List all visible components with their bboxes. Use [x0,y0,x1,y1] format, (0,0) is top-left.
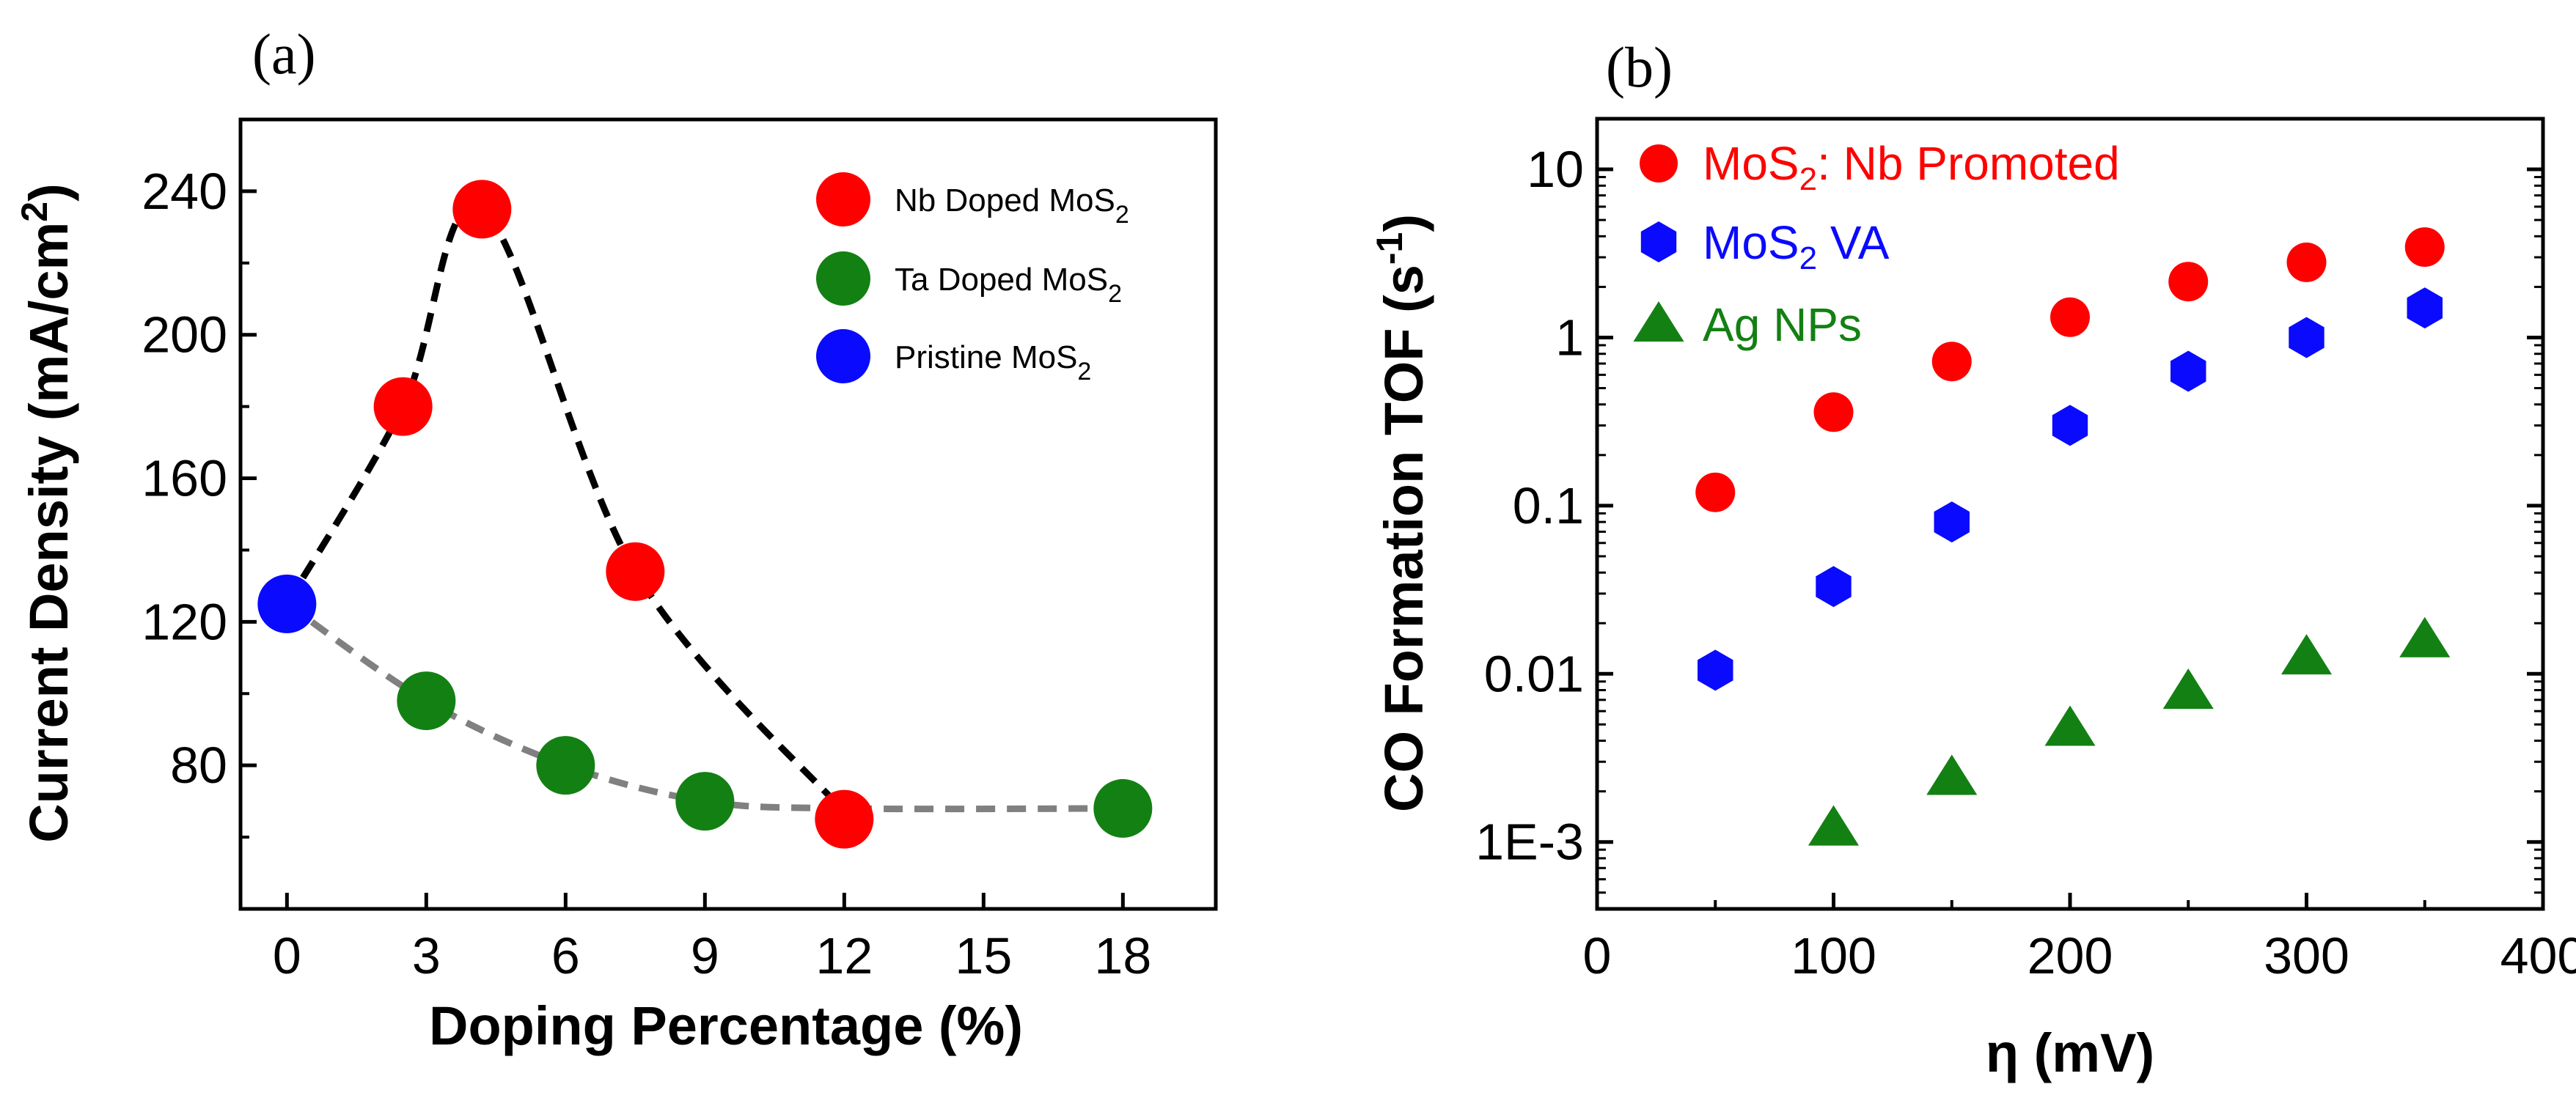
panel-a-x-axis-title: Doping Percentage (%) [429,995,1023,1056]
legend-label-nb-doped: Nb Doped MoS [895,183,1115,218]
point-mos-va [1934,501,1970,543]
legend-sub-mos2-va: 2 [1799,240,1817,276]
point-mos-nb-promoted [1813,392,1854,432]
point-ta-doped-mos [1093,778,1153,838]
point-ta-doped-mos [536,736,595,795]
point-ag-nps [1926,754,1978,795]
legend-label-mos2-va: MoS [1703,216,1799,269]
legend-label-ta-doped: Ta Doped MoS [895,262,1108,298]
point-mos-nb-promoted [1931,342,1972,382]
panel-a-y-tick-label: 80 [170,737,227,794]
legend-marker-ag-nps [1633,301,1684,342]
panel-a-legend: Nb Doped MoS2 Ta Doped MoS2 Pristine MoS… [816,172,1129,386]
panel-a: (a) 0 3 6 9 12 15 18 80 120 160 200 240 Nb Doped Mo… [14,22,1218,1056]
panel-a-label: (a) [252,22,316,86]
point-ta-doped-mos [397,671,456,731]
panel-b-legend: MoS2: Nb Promoted MoS2 VA Ag NPs [1633,137,2120,351]
panel-a-plot-frame [238,117,1218,911]
point-ag-nps [2162,668,2214,710]
point-nb-doped-mos [815,789,874,849]
legend-marker-nb-promoted [1640,144,1678,183]
point-mos-nb-promoted [1695,472,1736,512]
panel-b-y-tick-label: 10 [1527,141,1584,198]
panel-a-x-tick-label: 18 [1094,927,1151,984]
legend-sub-nb-promoted: 2 [1799,161,1817,197]
legend-entry-nb-promoted: MoS2: Nb Promoted [1640,137,2120,197]
panel-b-x-tick-label: 200 [2028,927,2113,984]
panel-b-y-tick-label: 0.01 [1484,645,1584,702]
panel-b-x-axis-title: η (mV) [1986,1023,2154,1083]
panel-a-y-axis-title: Current Density (mA/cm2) [14,183,79,843]
legend-end-nb-promoted: : Nb Promoted [1817,137,2120,190]
panel-b-data-points [1695,227,2451,846]
point-mos-va [2407,287,2443,329]
svg-text:MoS2 VA: MoS2 VA [1703,216,1890,276]
svg-text:Ta Doped MoS2: Ta Doped MoS2 [895,262,1122,308]
point-ag-nps [2399,616,2451,657]
point-mos-va [1816,566,1852,608]
svg-text:MoS2: Nb Promoted: MoS2: Nb Promoted [1703,137,2120,197]
panel-a-nb-guide-line [284,202,847,814]
panel-b-x-tick-label: 400 [2500,927,2576,984]
point-mos-va [2289,317,2324,358]
point-ag-nps [1808,805,1860,846]
panel-a-x-tick-label: 12 [815,927,873,984]
legend-marker-ta-doped [816,251,870,306]
point-nb-doped-mos [606,542,665,601]
panel-b-y-tick-label: 1E-3 [1475,814,1584,871]
legend-label-pristine: Pristine MoS [895,339,1077,375]
panel-a-y-tick-label: 160 [142,450,227,507]
point-mos-nb-promoted [2168,262,2209,302]
legend-entry-nb-doped: Nb Doped MoS2 [816,172,1129,229]
panel-a-axis-ticks: 0 3 6 9 12 15 18 80 120 160 200 240 [142,118,1151,984]
point-mos-nb-promoted [2286,242,2327,282]
point-nb-doped-mos [373,377,433,436]
panel-a-x-tick-label: 3 [412,927,441,984]
legend-marker-mos2-va [1640,221,1677,262]
panel-a-x-tick-label: 9 [691,927,719,984]
point-pristine-mos [257,574,317,633]
legend-sub-pristine: 2 [1077,358,1091,386]
point-mos-nb-promoted [2404,227,2445,268]
panel-a-x-tick-label: 15 [955,927,1012,984]
panel-b-x-tick-label: 100 [1791,927,1876,984]
panel-a-x-tick-label: 0 [273,927,301,984]
panel-b-x-tick-label: 0 [1583,927,1612,984]
legend-label-nb-promoted: MoS [1703,137,1799,190]
legend-end-mos2-va: VA [1817,216,1890,269]
panel-a-y-tick-label: 120 [142,593,227,650]
point-ag-nps [2280,634,2333,675]
panel-b-y-axis-title: CO Formation TOF (s-1) [1369,214,1434,812]
panel-a-y-tick-label: 200 [142,306,227,364]
point-nb-doped-mos [452,180,512,239]
panel-a-x-tick-label: 6 [551,927,580,984]
legend-entry-mos2-va: MoS2 VA [1640,216,1890,276]
point-mos-va [1698,649,1733,691]
point-mos-nb-promoted [2050,297,2090,337]
point-ta-doped-mos [675,772,735,831]
legend-label-ag-nps: Ag NPs [1703,298,1862,351]
panel-a-data-points [257,180,1153,849]
panel-a-ta-guide-line [285,601,1123,813]
panel-b-y-tick-label: 1 [1555,309,1584,366]
panel-a-y-tick-label: 240 [142,163,227,220]
legend-sub-nb-doped: 2 [1115,201,1129,229]
legend-entry-ag-nps: Ag NPs [1633,298,1862,351]
legend-entry-pristine: Pristine MoS2 [816,329,1091,386]
legend-entry-ta-doped: Ta Doped MoS2 [816,251,1122,308]
panel-b-label: (b) [1606,35,1673,99]
point-ag-nps [2044,705,2096,746]
svg-text:Pristine MoS2: Pristine MoS2 [895,339,1091,386]
legend-sub-ta-doped: 2 [1108,280,1122,308]
panel-b-y-tick-label: 0.1 [1513,477,1584,534]
point-mos-va [2052,405,2088,446]
panel-b-x-tick-label: 300 [2264,927,2349,984]
panel-b-axis-ticks: 0 100 200 300 400 1E-3 0.01 0.1 1 10 [1475,117,2576,984]
legend-marker-pristine [816,329,870,383]
legend-marker-nb-doped [816,172,870,226]
point-mos-va [2170,350,2206,392]
svg-text:Nb Doped MoS2: Nb Doped MoS2 [895,183,1129,229]
